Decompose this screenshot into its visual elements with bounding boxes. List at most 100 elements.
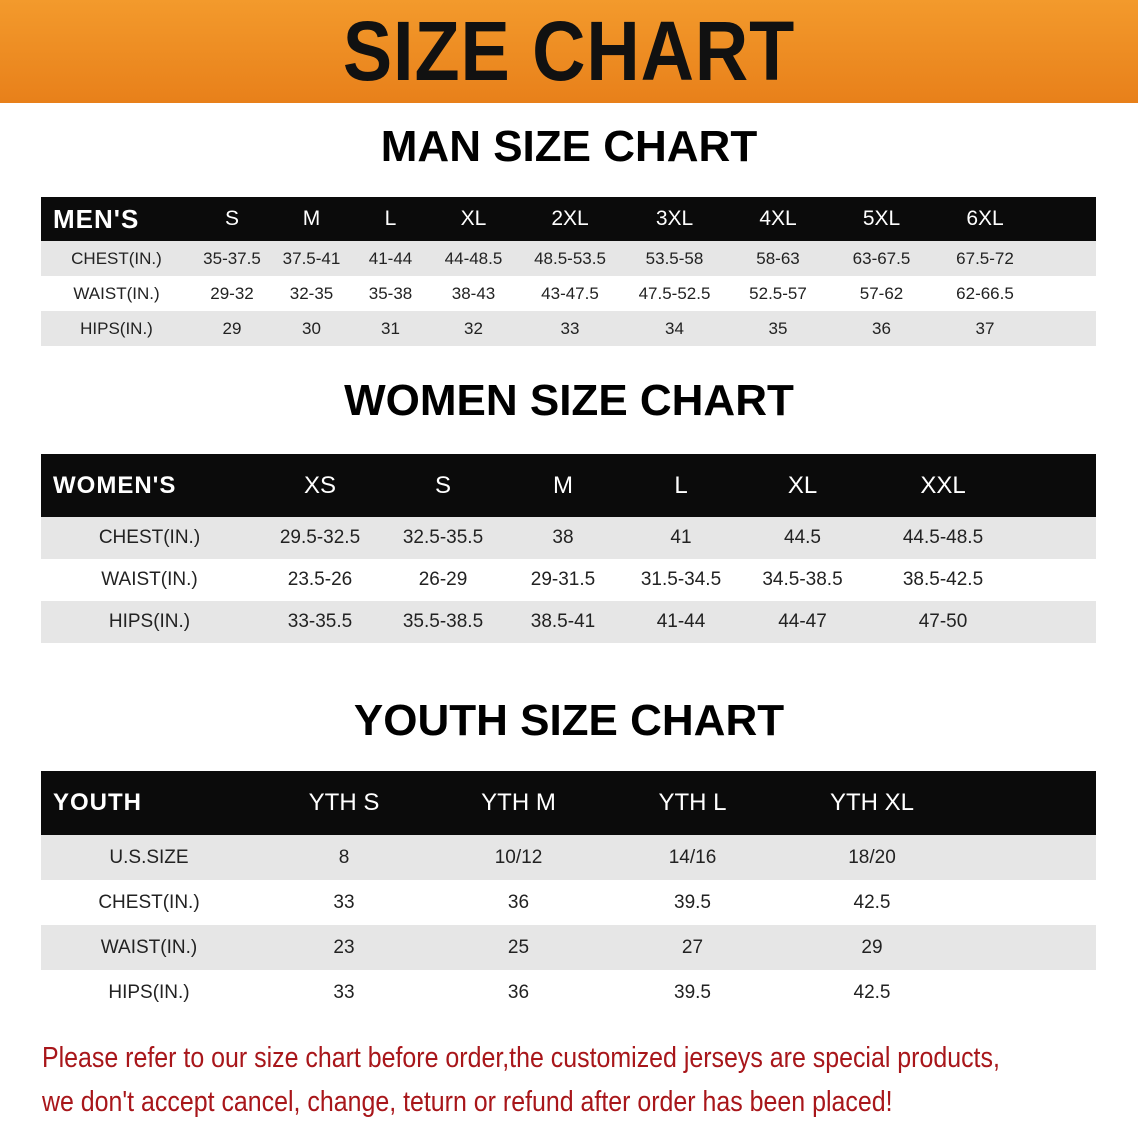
measurement-value: 33-35.5 [258, 601, 382, 643]
measurement-value: 35 [726, 311, 830, 346]
measurement-value: 39.5 [606, 970, 779, 1015]
table-label: MEN'S [41, 197, 192, 241]
measurement-value: 47.5-52.5 [623, 276, 726, 311]
table-label: YOUTH [41, 771, 257, 835]
measurement-label: U.S.SIZE [41, 835, 257, 880]
measurement-value: 32-35 [272, 276, 351, 311]
measurement-value: 44.5 [740, 517, 865, 559]
header-row: WOMEN'S XS S M L XL XXL [41, 454, 1096, 517]
size-header: XL [740, 454, 865, 517]
measurement-value: 36 [431, 880, 606, 925]
measurement-value: 32 [430, 311, 517, 346]
size-header: L [622, 454, 740, 517]
size-header: L [351, 197, 430, 241]
measurement-value: 31.5-34.5 [622, 559, 740, 601]
measurement-value: 44-48.5 [430, 241, 517, 276]
measurement-label: HIPS(IN.) [41, 601, 258, 643]
measurement-value: 63-67.5 [830, 241, 933, 276]
measurement-value: 31 [351, 311, 430, 346]
measurement-value: 62-66.5 [933, 276, 1037, 311]
measurement-value: 36 [830, 311, 933, 346]
measurement-value: 41 [622, 517, 740, 559]
measurement-value: 41-44 [351, 241, 430, 276]
measurement-value: 14/16 [606, 835, 779, 880]
measurement-value: 29.5-32.5 [258, 517, 382, 559]
table-label: WOMEN'S [41, 454, 258, 517]
measurement-label: WAIST(IN.) [41, 925, 257, 970]
measurement-value: 47-50 [865, 601, 1021, 643]
header-row: YOUTH YTH S YTH M YTH L YTH XL [41, 771, 1096, 835]
size-header: YTH L [606, 771, 779, 835]
measurement-value: 30 [272, 311, 351, 346]
measurement-value: 58-63 [726, 241, 830, 276]
measurement-value: 38-43 [430, 276, 517, 311]
table-row: WAIST(IN.) 23 25 27 29 [41, 925, 1096, 970]
measurement-value: 35-38 [351, 276, 430, 311]
measurement-value: 52.5-57 [726, 276, 830, 311]
size-header: 3XL [623, 197, 726, 241]
measurement-value: 35.5-38.5 [382, 601, 504, 643]
size-header: XXL [865, 454, 1021, 517]
measurement-value: 34 [623, 311, 726, 346]
measurement-value: 23.5-26 [258, 559, 382, 601]
size-header: 2XL [517, 197, 623, 241]
men-size-table: MEN'S S M L XL 2XL 3XL 4XL 5XL 6XL CHEST(IN.) 35-37… [41, 197, 1096, 346]
table-row: HIPS(IN.) 29 30 31 32 33 34 35 36 37 [41, 311, 1096, 346]
measurement-value: 35-37.5 [192, 241, 272, 276]
measurement-value: 43-47.5 [517, 276, 623, 311]
women-title: WOMEN SIZE CHART [344, 376, 794, 425]
measurement-label: WAIST(IN.) [41, 559, 258, 601]
measurement-value: 42.5 [779, 970, 965, 1015]
measurement-value: 38.5-42.5 [865, 559, 1021, 601]
measurement-value: 33 [517, 311, 623, 346]
measurement-value: 23 [257, 925, 431, 970]
measurement-value: 34.5-38.5 [740, 559, 865, 601]
measurement-value: 39.5 [606, 880, 779, 925]
measurement-value: 25 [431, 925, 606, 970]
notice-line-1: Please refer to our size chart before or… [42, 1042, 1000, 1074]
size-header: M [272, 197, 351, 241]
table-row: CHEST(IN.) 29.5-32.5 32.5-35.5 38 41 44.5 44.5… [41, 517, 1096, 559]
men-title: MAN SIZE CHART [380, 122, 758, 171]
size-header: S [382, 454, 504, 517]
measurement-label: CHEST(IN.) [41, 517, 258, 559]
size-header: XL [430, 197, 517, 241]
measurement-value: 29 [779, 925, 965, 970]
measurement-value: 26-29 [382, 559, 504, 601]
measurement-value: 37.5-41 [272, 241, 351, 276]
table-row: HIPS(IN.) 33-35.5 35.5-38.5 38.5-41 41-44 44-… [41, 601, 1096, 643]
size-header: 4XL [726, 197, 830, 241]
banner: SIZE CHART [0, 0, 1138, 103]
measurement-value: 44-47 [740, 601, 865, 643]
measurement-value: 38.5-41 [504, 601, 622, 643]
table-row: WAIST(IN.) 29-32 32-35 35-38 38-43 43-47.5 47.… [41, 276, 1096, 311]
measurement-value: 36 [431, 970, 606, 1015]
order-notice: Please refer to our size chart before or… [42, 1036, 1000, 1124]
size-header: S [192, 197, 272, 241]
measurement-value: 53.5-58 [623, 241, 726, 276]
measurement-value: 29 [192, 311, 272, 346]
measurement-value: 18/20 [779, 835, 965, 880]
youth-title: YOUTH SIZE CHART [353, 696, 785, 745]
table-row: HIPS(IN.) 33 36 39.5 42.5 [41, 970, 1096, 1015]
table-row: U.S.SIZE 8 10/12 14/16 18/20 [41, 835, 1096, 880]
size-header: M [504, 454, 622, 517]
table-row: CHEST(IN.) 33 36 39.5 42.5 [41, 880, 1096, 925]
size-header: YTH M [431, 771, 606, 835]
measurement-value: 48.5-53.5 [517, 241, 623, 276]
measurement-value: 42.5 [779, 880, 965, 925]
measurement-label: HIPS(IN.) [41, 970, 257, 1015]
measurement-label: HIPS(IN.) [41, 311, 192, 346]
measurement-value: 27 [606, 925, 779, 970]
measurement-value: 37 [933, 311, 1037, 346]
women-size-table: WOMEN'S XS S M L XL XXL CHEST(IN.) 29.5-32.5 32.5… [41, 454, 1096, 643]
banner-title: SIZE CHART [342, 4, 796, 98]
measurement-value: 29-31.5 [504, 559, 622, 601]
measurement-value: 41-44 [622, 601, 740, 643]
measurement-label: CHEST(IN.) [41, 241, 192, 276]
measurement-label: CHEST(IN.) [41, 880, 257, 925]
table-row: CHEST(IN.) 35-37.5 37.5-41 41-44 44-48.5 48.5… [41, 241, 1096, 276]
youth-size-table: YOUTH YTH S YTH M YTH L YTH XL U.S.SIZE 8 10/12… [41, 771, 1096, 1015]
notice-line-2: we don't accept cancel, change, teturn o… [42, 1086, 893, 1118]
measurement-value: 32.5-35.5 [382, 517, 504, 559]
